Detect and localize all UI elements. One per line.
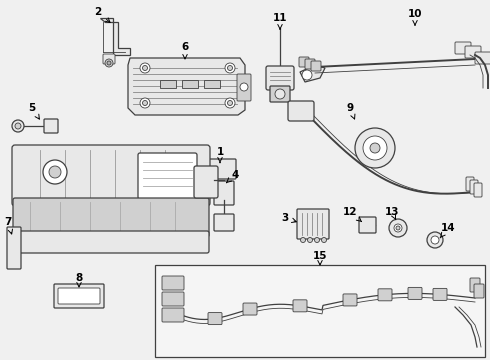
FancyBboxPatch shape <box>475 52 490 64</box>
FancyBboxPatch shape <box>214 181 234 205</box>
Polygon shape <box>100 18 130 55</box>
FancyBboxPatch shape <box>243 303 257 315</box>
Circle shape <box>315 238 319 243</box>
Text: 1: 1 <box>217 147 223 163</box>
Circle shape <box>227 66 232 71</box>
FancyBboxPatch shape <box>44 119 58 133</box>
FancyBboxPatch shape <box>58 288 100 304</box>
Text: 14: 14 <box>440 223 455 238</box>
FancyBboxPatch shape <box>408 287 422 300</box>
Text: 13: 13 <box>385 207 399 220</box>
Circle shape <box>143 66 147 71</box>
Polygon shape <box>300 65 325 82</box>
FancyBboxPatch shape <box>470 180 478 194</box>
FancyBboxPatch shape <box>359 217 376 233</box>
Circle shape <box>370 143 380 153</box>
FancyBboxPatch shape <box>466 177 474 191</box>
FancyBboxPatch shape <box>311 61 321 71</box>
FancyBboxPatch shape <box>293 300 307 312</box>
Polygon shape <box>182 80 198 88</box>
Circle shape <box>49 166 61 178</box>
Circle shape <box>140 63 150 73</box>
Text: 15: 15 <box>313 251 327 265</box>
FancyBboxPatch shape <box>343 294 357 306</box>
FancyBboxPatch shape <box>138 153 197 199</box>
FancyBboxPatch shape <box>288 101 314 121</box>
Text: 4: 4 <box>226 170 239 183</box>
Circle shape <box>389 219 407 237</box>
Circle shape <box>355 128 395 168</box>
FancyBboxPatch shape <box>297 209 329 239</box>
Circle shape <box>300 238 305 243</box>
FancyBboxPatch shape <box>214 214 234 231</box>
Text: 3: 3 <box>281 213 296 223</box>
Circle shape <box>105 59 113 67</box>
FancyBboxPatch shape <box>474 284 484 298</box>
FancyBboxPatch shape <box>12 145 210 206</box>
FancyBboxPatch shape <box>162 308 184 322</box>
Text: 11: 11 <box>273 13 287 29</box>
FancyBboxPatch shape <box>209 159 236 179</box>
Circle shape <box>321 238 326 243</box>
FancyBboxPatch shape <box>13 198 209 237</box>
Circle shape <box>140 98 150 108</box>
FancyBboxPatch shape <box>378 289 392 301</box>
Circle shape <box>396 226 400 230</box>
Circle shape <box>143 100 147 105</box>
FancyBboxPatch shape <box>54 284 104 308</box>
Bar <box>155 265 485 357</box>
FancyBboxPatch shape <box>103 54 115 64</box>
Circle shape <box>107 61 111 65</box>
Circle shape <box>427 232 443 248</box>
FancyBboxPatch shape <box>470 278 480 292</box>
Text: 5: 5 <box>28 103 39 119</box>
Polygon shape <box>128 58 245 115</box>
Circle shape <box>15 123 21 129</box>
FancyBboxPatch shape <box>194 166 218 198</box>
FancyBboxPatch shape <box>237 74 251 101</box>
Text: 6: 6 <box>181 42 189 59</box>
FancyBboxPatch shape <box>266 66 294 90</box>
FancyBboxPatch shape <box>455 42 471 54</box>
Circle shape <box>225 98 235 108</box>
Circle shape <box>431 236 439 244</box>
Text: 7: 7 <box>4 217 13 234</box>
Circle shape <box>12 120 24 132</box>
Circle shape <box>394 224 402 232</box>
FancyBboxPatch shape <box>13 231 209 253</box>
Polygon shape <box>160 80 176 88</box>
FancyBboxPatch shape <box>162 292 184 306</box>
FancyBboxPatch shape <box>433 288 447 300</box>
FancyBboxPatch shape <box>474 183 482 197</box>
FancyBboxPatch shape <box>305 59 315 69</box>
FancyBboxPatch shape <box>465 46 481 58</box>
Circle shape <box>308 238 313 243</box>
Circle shape <box>275 89 285 99</box>
FancyBboxPatch shape <box>270 86 290 102</box>
Circle shape <box>43 160 67 184</box>
FancyBboxPatch shape <box>299 57 309 67</box>
Text: 8: 8 <box>75 273 83 287</box>
Circle shape <box>225 63 235 73</box>
Text: 10: 10 <box>408 9 422 25</box>
Circle shape <box>240 83 248 91</box>
Circle shape <box>363 136 387 160</box>
FancyBboxPatch shape <box>208 312 222 325</box>
Text: 12: 12 <box>343 207 362 222</box>
Text: 2: 2 <box>95 7 110 22</box>
Circle shape <box>302 70 312 80</box>
Polygon shape <box>204 80 220 88</box>
FancyBboxPatch shape <box>7 227 21 269</box>
Circle shape <box>227 100 232 105</box>
Text: 9: 9 <box>346 103 355 119</box>
FancyBboxPatch shape <box>162 276 184 290</box>
